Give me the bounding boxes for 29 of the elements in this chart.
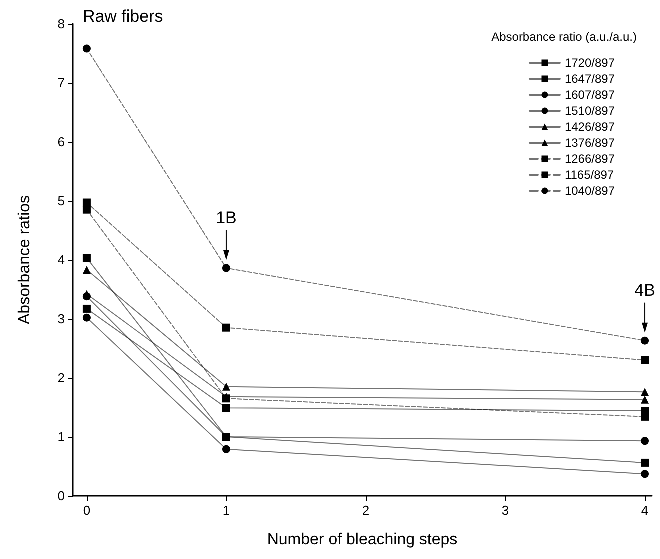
y-axis-title: Absorbance ratios xyxy=(16,196,34,324)
legend-label: 1510/897 xyxy=(564,104,616,118)
legend-label: 1426/897 xyxy=(564,120,616,134)
legend-label: 1720/897 xyxy=(564,56,616,70)
y-tick-label: 3 xyxy=(58,312,65,326)
x-tick-label: 1 xyxy=(222,503,230,518)
legend-label: 1647/897 xyxy=(564,72,616,86)
x-tick-label: 3 xyxy=(502,503,510,518)
x-tick-label: 4 xyxy=(641,503,649,518)
y-tick-label: 2 xyxy=(58,370,65,386)
y-tick-label: 6 xyxy=(58,134,65,150)
legend-label: 1266/897 xyxy=(564,152,616,166)
annotation: Raw fibers xyxy=(82,7,164,26)
x-tick-label: 2 xyxy=(362,503,370,518)
x-axis-title: Number of bleaching steps xyxy=(267,532,458,548)
legend-label: 1040/897 xyxy=(564,184,616,198)
x-tick-label: 0 xyxy=(83,503,91,518)
annotation: 4B xyxy=(634,280,656,300)
legend-title: Absorbance ratio (a.u./a.u.) xyxy=(492,30,638,44)
y-tick-label: 5 xyxy=(58,194,65,208)
y-tick-label: 1 xyxy=(58,430,65,444)
y-tick-label: 4 xyxy=(58,252,65,268)
annotation: 1B xyxy=(216,208,237,228)
y-tick-label: 7 xyxy=(58,76,65,90)
legend-label: 1607/897 xyxy=(564,88,616,102)
y-tick-label: 0 xyxy=(58,488,65,504)
legend-label: 1165/897 xyxy=(564,168,614,182)
legend-label: 1376/897 xyxy=(564,136,616,150)
y-tick-label: 8 xyxy=(58,16,65,32)
